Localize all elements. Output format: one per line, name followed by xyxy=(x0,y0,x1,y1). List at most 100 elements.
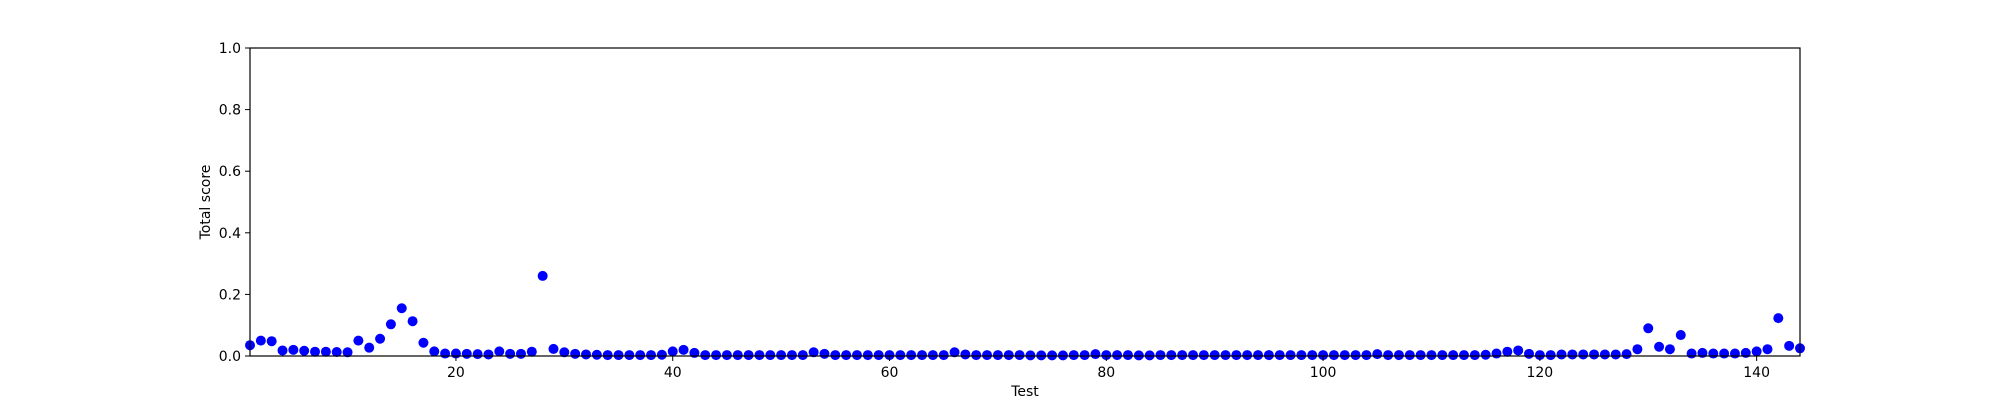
y-tick-label: 1.0 xyxy=(219,41,241,57)
data-point xyxy=(1773,313,1784,324)
y-tick-label: 0.2 xyxy=(219,287,241,303)
data-point xyxy=(743,350,754,361)
data-point xyxy=(483,349,494,360)
data-point xyxy=(1404,350,1415,361)
data-point xyxy=(1339,350,1350,361)
data-point xyxy=(765,350,776,361)
data-point xyxy=(1762,344,1773,355)
data-point xyxy=(895,350,906,361)
data-point xyxy=(1155,350,1166,361)
data-point xyxy=(678,344,689,355)
y-tick-label: 0.0 xyxy=(219,349,241,365)
x-axis-ticks: 20 40 60 80 100 120 140 xyxy=(447,356,1770,381)
data-point xyxy=(635,350,646,361)
data-point xyxy=(1784,340,1795,351)
data-point xyxy=(1545,350,1556,361)
data-point xyxy=(1469,350,1480,361)
data-point xyxy=(1263,350,1274,361)
data-point xyxy=(1101,350,1112,361)
data-point xyxy=(1242,350,1253,361)
data-point xyxy=(960,349,971,360)
y-tick-label: 0.8 xyxy=(219,103,241,119)
data-point xyxy=(1036,350,1047,361)
data-point xyxy=(711,350,722,361)
data-point xyxy=(1578,349,1589,360)
data-point xyxy=(1491,348,1502,359)
data-point xyxy=(375,333,386,344)
x-tick-label: 20 xyxy=(447,365,465,381)
data-point xyxy=(906,350,917,361)
data-point xyxy=(1664,344,1675,355)
data-point xyxy=(656,349,667,360)
data-point xyxy=(1372,349,1383,360)
data-point xyxy=(1177,350,1188,361)
data-point xyxy=(776,350,787,361)
data-point xyxy=(1643,323,1654,334)
data-points xyxy=(245,270,1805,361)
data-point xyxy=(624,350,635,361)
data-point xyxy=(472,349,483,360)
data-point xyxy=(331,347,342,357)
x-tick-label: 100 xyxy=(1310,365,1337,381)
data-point xyxy=(1231,350,1242,361)
data-point xyxy=(353,335,364,346)
data-point xyxy=(1632,344,1643,355)
data-point xyxy=(1556,349,1567,360)
data-point xyxy=(548,343,559,354)
data-point xyxy=(418,337,429,348)
data-point xyxy=(537,270,548,281)
data-point xyxy=(1361,350,1372,361)
x-tick-label: 120 xyxy=(1526,365,1553,381)
data-point xyxy=(320,346,331,357)
data-point xyxy=(992,350,1003,361)
plot-frame xyxy=(249,47,1801,357)
data-point xyxy=(1708,348,1719,359)
data-point xyxy=(1079,350,1090,361)
data-point xyxy=(255,335,266,346)
data-point xyxy=(1480,349,1491,360)
data-point xyxy=(310,346,321,357)
data-point xyxy=(385,319,396,330)
data-point xyxy=(971,350,982,361)
data-point xyxy=(754,350,765,361)
data-point xyxy=(602,350,613,361)
y-tick-label: 0.6 xyxy=(219,164,241,180)
data-point xyxy=(841,350,852,361)
data-point xyxy=(1415,350,1426,361)
data-point xyxy=(646,350,657,361)
data-point xyxy=(515,348,526,359)
data-point xyxy=(1014,350,1025,361)
data-point xyxy=(407,316,418,327)
data-point xyxy=(851,350,862,361)
data-point xyxy=(1318,350,1329,361)
y-axis-label: Total score xyxy=(198,165,214,241)
x-tick-label: 140 xyxy=(1743,365,1770,381)
data-point xyxy=(288,344,299,355)
data-point xyxy=(266,336,277,347)
x-tick-label: 60 xyxy=(881,365,899,381)
data-point xyxy=(1188,350,1199,361)
data-point xyxy=(494,346,505,357)
data-point xyxy=(819,348,830,359)
data-point xyxy=(1534,350,1545,361)
data-point xyxy=(938,350,949,361)
data-point xyxy=(570,348,581,359)
data-point xyxy=(581,349,592,360)
data-point xyxy=(1209,350,1220,361)
data-point xyxy=(440,348,451,359)
y-tick-label: 0.4 xyxy=(219,226,241,242)
data-point xyxy=(1437,350,1448,361)
data-point xyxy=(461,348,472,359)
data-point xyxy=(1383,350,1394,361)
data-point xyxy=(1393,350,1404,361)
data-point xyxy=(364,342,375,353)
data-point xyxy=(1729,348,1740,359)
data-point xyxy=(667,346,678,357)
data-point xyxy=(1675,330,1686,341)
data-point xyxy=(1090,349,1101,360)
data-point xyxy=(732,350,743,361)
data-point xyxy=(721,350,732,361)
data-point xyxy=(1122,350,1133,361)
data-point xyxy=(808,347,819,358)
